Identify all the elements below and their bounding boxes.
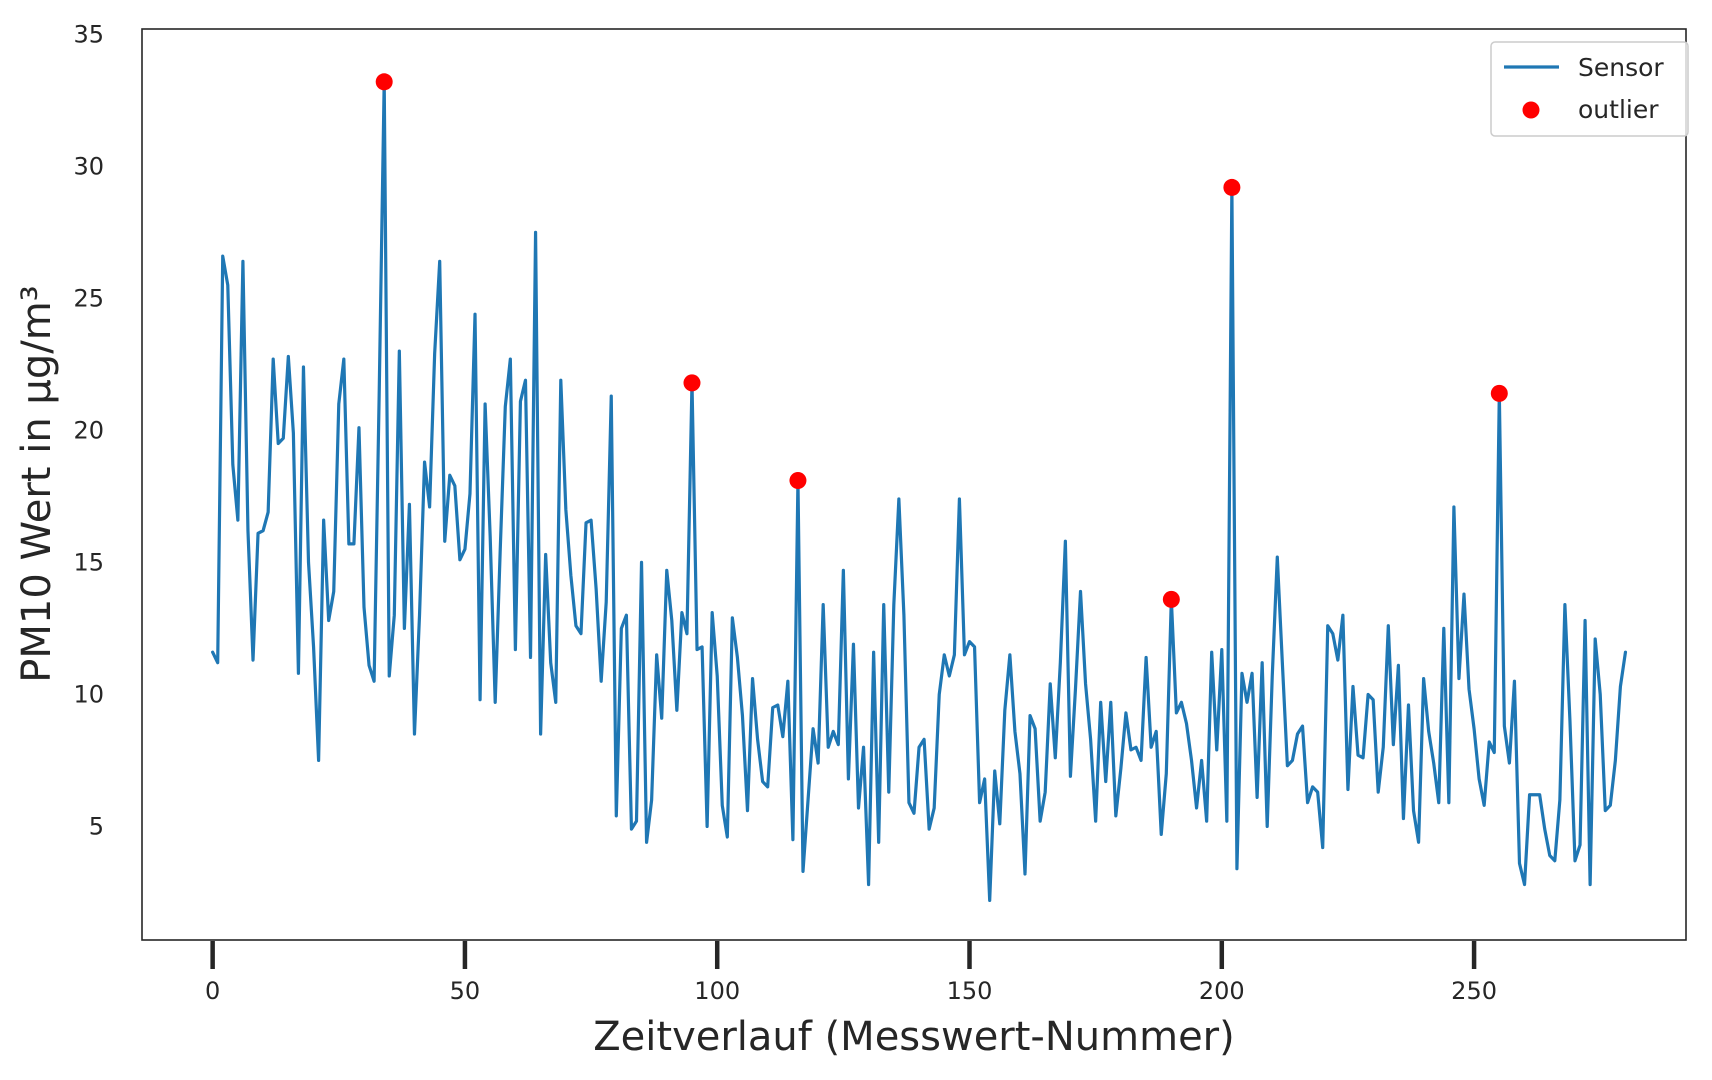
y-tick-label: 15 xyxy=(73,548,104,576)
x-tick-label: 0 xyxy=(205,977,220,1005)
outlier-point xyxy=(789,472,807,490)
outlier-point xyxy=(1162,590,1180,608)
x-tick-label: 200 xyxy=(1199,977,1245,1005)
x-tick-label: 150 xyxy=(947,977,993,1005)
legend: Sensor outlier xyxy=(1490,41,1689,137)
x-tick-label: 250 xyxy=(1451,977,1497,1005)
outlier-point xyxy=(1490,384,1508,402)
y-tick-label: 25 xyxy=(73,284,104,312)
plot-area-frame xyxy=(141,28,1687,941)
y-tick-label: 10 xyxy=(73,680,104,708)
y-tick-label: 30 xyxy=(73,152,104,180)
x-tick-label: 50 xyxy=(450,977,481,1005)
y-tick-label: 20 xyxy=(73,416,104,444)
y-axis-title: PM10 Wert in µg/m³ xyxy=(14,285,60,682)
legend-label-sensor: Sensor xyxy=(1578,53,1664,82)
legend-outlier-dot-swatch xyxy=(1522,101,1540,119)
legend-label-outlier: outlier xyxy=(1578,95,1659,124)
series-layer xyxy=(211,73,1628,902)
x-axis-title: Zeitverlauf (Messwert-Nummer) xyxy=(593,1014,1234,1060)
y-tick-label: 5 xyxy=(89,812,104,840)
sensor-series-line xyxy=(211,80,1628,902)
outlier-point xyxy=(683,374,701,392)
y-axis-ticks: 5 10 15 20 25 30 35 xyxy=(73,20,104,840)
outlier-point xyxy=(1223,178,1241,196)
outlier-point xyxy=(375,73,393,91)
x-tick-label: 100 xyxy=(694,977,740,1005)
x-axis-ticks: 0 50 100 150 200 250 xyxy=(205,941,1497,1005)
y-tick-label: 35 xyxy=(73,20,104,48)
